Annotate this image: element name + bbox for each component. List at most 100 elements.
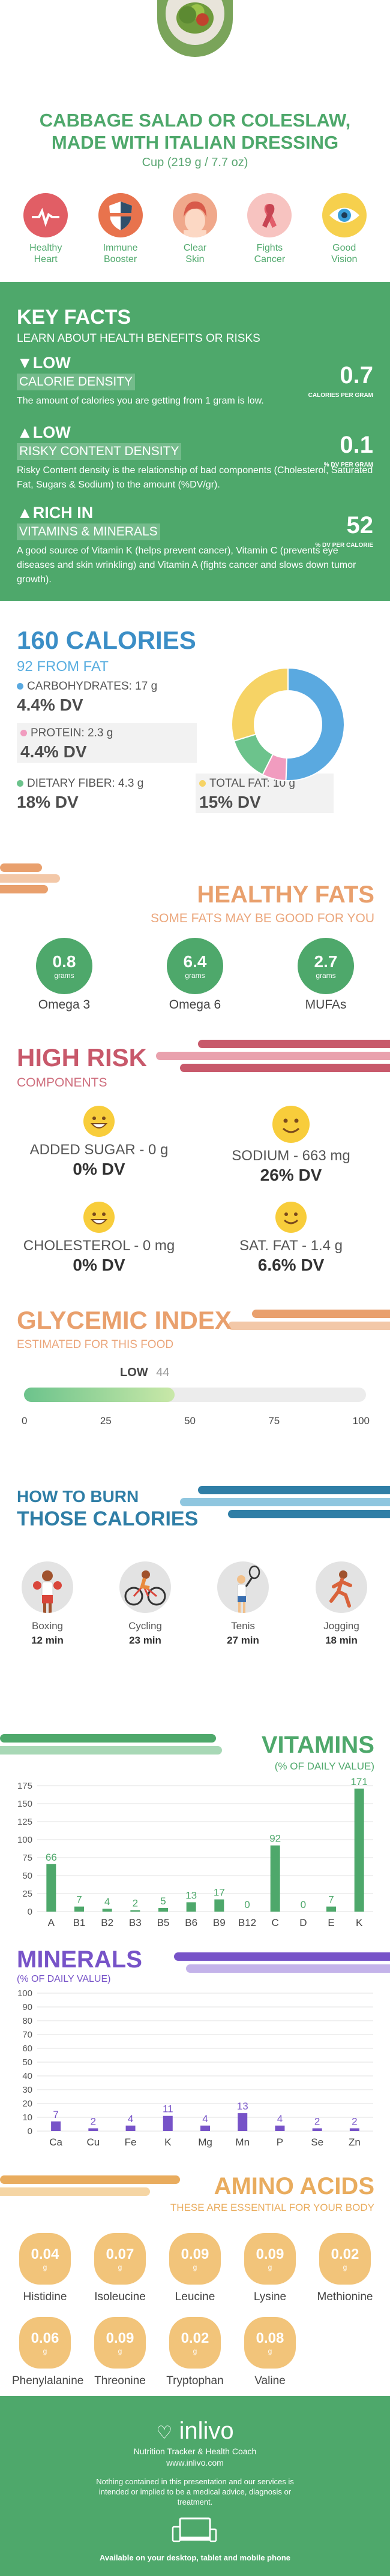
decor-stripe [0,885,48,893]
amino-badge: 0.09 g [94,2317,146,2369]
x-tick-label: B1 [73,1917,86,1928]
x-tick-label: B5 [157,1917,170,1928]
x-tick-label: K [356,1917,363,1928]
risk-sat-fat: SAT. FAT - 1.4 g 6.6% DV [210,1202,372,1275]
fat-name: MUFAs [305,998,347,1012]
macro-dot [20,730,27,736]
bar-value-label: 7 [328,1894,334,1906]
fact-name: CALORIE DENSITY [17,374,136,390]
y-tick-label: 175 [17,1781,32,1791]
decor-stripe [0,1746,222,1755]
bar-value-label: 2 [352,2115,357,2127]
macro-dot [17,780,23,787]
glycemic-title: GLYCEMIC INDEX [17,1306,232,1334]
y-tick-label: 50 [22,2057,32,2068]
amino-value: 0.02 [181,2330,209,2346]
amino-unit: g [43,2347,47,2355]
bar-value-label: 4 [104,1896,110,1907]
salad-image [157,0,233,57]
amino-name: Leucine [175,2291,215,2303]
y-tick-label: 30 [22,2085,32,2095]
bar-k [354,1788,364,1912]
amino-methionine: 0.02 g Methionine [312,2233,378,2304]
heart-icon [23,193,68,237]
activity-name: Cycling [128,1620,162,1632]
activity-time: 23 min [129,1635,161,1646]
macro-label: PROTEIN: 2.3 g [20,727,197,740]
footer-disclaimer: Nothing contained in this presentation a… [96,2477,294,2506]
macro-total-fat: TOTAL FAT: 10 g 15% DV [196,774,334,813]
footer-section: ♡ inlivo Nutrition Tracker & Health Coac… [0,2396,390,2576]
amino-name: Tryptophan [166,2375,224,2387]
macro-dot [199,780,206,787]
glycemic-index-section: GLYCEMIC INDEX ESTIMATED FOR THIS FOOD L… [0,1298,390,1471]
amino-value: 0.09 [106,2330,134,2346]
bar-b5 [158,1908,168,1912]
amino-unit: g [43,2263,47,2271]
decor-stripe [180,1498,390,1506]
key-facts-title: KEY FACTS [17,306,131,329]
bar-value-label: 17 [214,1887,225,1898]
fat-name: Omega 6 [169,998,221,1012]
fact-name: VITAMINS & MINERALS [17,523,160,540]
bar-value-label: 7 [76,1894,82,1906]
warning-icon: ▲ [17,423,33,441]
amino-name: Histidine [23,2291,67,2303]
decor-stripe [198,1486,390,1494]
amino-name: Threonine [94,2375,146,2387]
decor-stripe [228,1322,390,1330]
activity-tennis: Tenis 27 min [210,1561,276,1647]
minerals-section: MINERALS (% OF DAILY VALUE) 0 10 20 30 40 50 6… [0,1942,390,2167]
decor-stripe [228,1510,390,1518]
fat-mufas: 2.7 grams MUFAs [293,938,359,1012]
x-tick-label: Se [311,2136,323,2148]
amino-name: Methionine [317,2291,373,2303]
activity-time: 12 min [31,1635,64,1646]
vitamins-title: VITAMINS [261,1732,374,1758]
fact-risky-content: ▲LOW RISKY CONTENT DENSITY Risky Content… [17,423,373,492]
decor-stripe [252,1310,390,1318]
ribbon-icon [247,193,292,237]
bar-se [312,2128,322,2131]
x-tick-label: B2 [101,1917,113,1928]
high-risk-section: HIGH RISK COMPONENTS ADDED SUGAR - 0 g 0… [0,1022,390,1298]
amino-threonine: 0.09 g Threonine [87,2317,153,2388]
amino-name: Phenylalanine [12,2375,84,2387]
bar-value-label: 0 [301,1899,306,1910]
x-tick-label: C [272,1917,279,1928]
amino-subtitle: THESE ARE ESSENTIAL FOR YOUR BODY [170,2202,374,2213]
smile-icon [275,1202,307,1233]
burn-title-line-2: THOSE CALORIES [17,1507,199,1530]
bar-value-label: 66 [46,1852,57,1863]
macro-dietary-fiber: DIETARY FIBER: 4.3 g 18% DV [17,774,179,813]
x-tick-label: Fe [125,2136,137,2148]
amino-valine: 0.08 g Valine [237,2317,303,2388]
macro-label-text: DIETARY FIBER: 4.3 g [27,777,144,790]
high-risk-subtitle: COMPONENTS [17,1076,107,1090]
macro-carbohydrates: CARBOHYDRATES: 17 g 4.4% DV [17,676,197,716]
face-icon [172,193,217,237]
macro-label: DIETARY FIBER: 4.3 g [17,777,179,790]
minerals-subtitle: (% OF DAILY VALUE) [17,1974,111,1984]
amino-leucine: 0.09 g Leucine [162,2233,228,2304]
donut-slice-carbohydrates [285,667,345,781]
fat-omega-3: 0.8 grams Omega 3 [31,938,97,1012]
y-tick-label: 80 [22,2016,32,2026]
fact-level-text: LOW [32,354,71,372]
burn-title-line-1: HOW TO BURN [17,1487,139,1506]
bar-value-label: 4 [202,2113,208,2124]
risk-label: SODIUM - 663 mg [232,1148,350,1164]
glycemic-reading: LOW 44 [120,1366,169,1380]
minerals-bar-chart: 0 10 20 30 40 50 60 70 80 90 100 7 Ca 2 Cu 4 Fe 11 K 4 Mg 13 M… [17,1988,373,2148]
fat-name: Omega 3 [38,998,91,1012]
macro-dv: 4.4% DV [17,696,83,714]
fat-unit: grams [54,971,74,980]
macro-dot [17,683,23,690]
bar-value-label: 11 [163,2103,173,2115]
benefit-good-vision: Good Vision [314,193,374,265]
amino-badge: 0.09 g [169,2233,221,2285]
x-tick-label: K [164,2136,172,2148]
activity-boxing: Boxing 12 min [14,1561,80,1647]
footer-url[interactable]: www.inlivo.com [166,2458,224,2467]
brand-logo[interactable]: ♡ inlivo [0,2418,390,2445]
